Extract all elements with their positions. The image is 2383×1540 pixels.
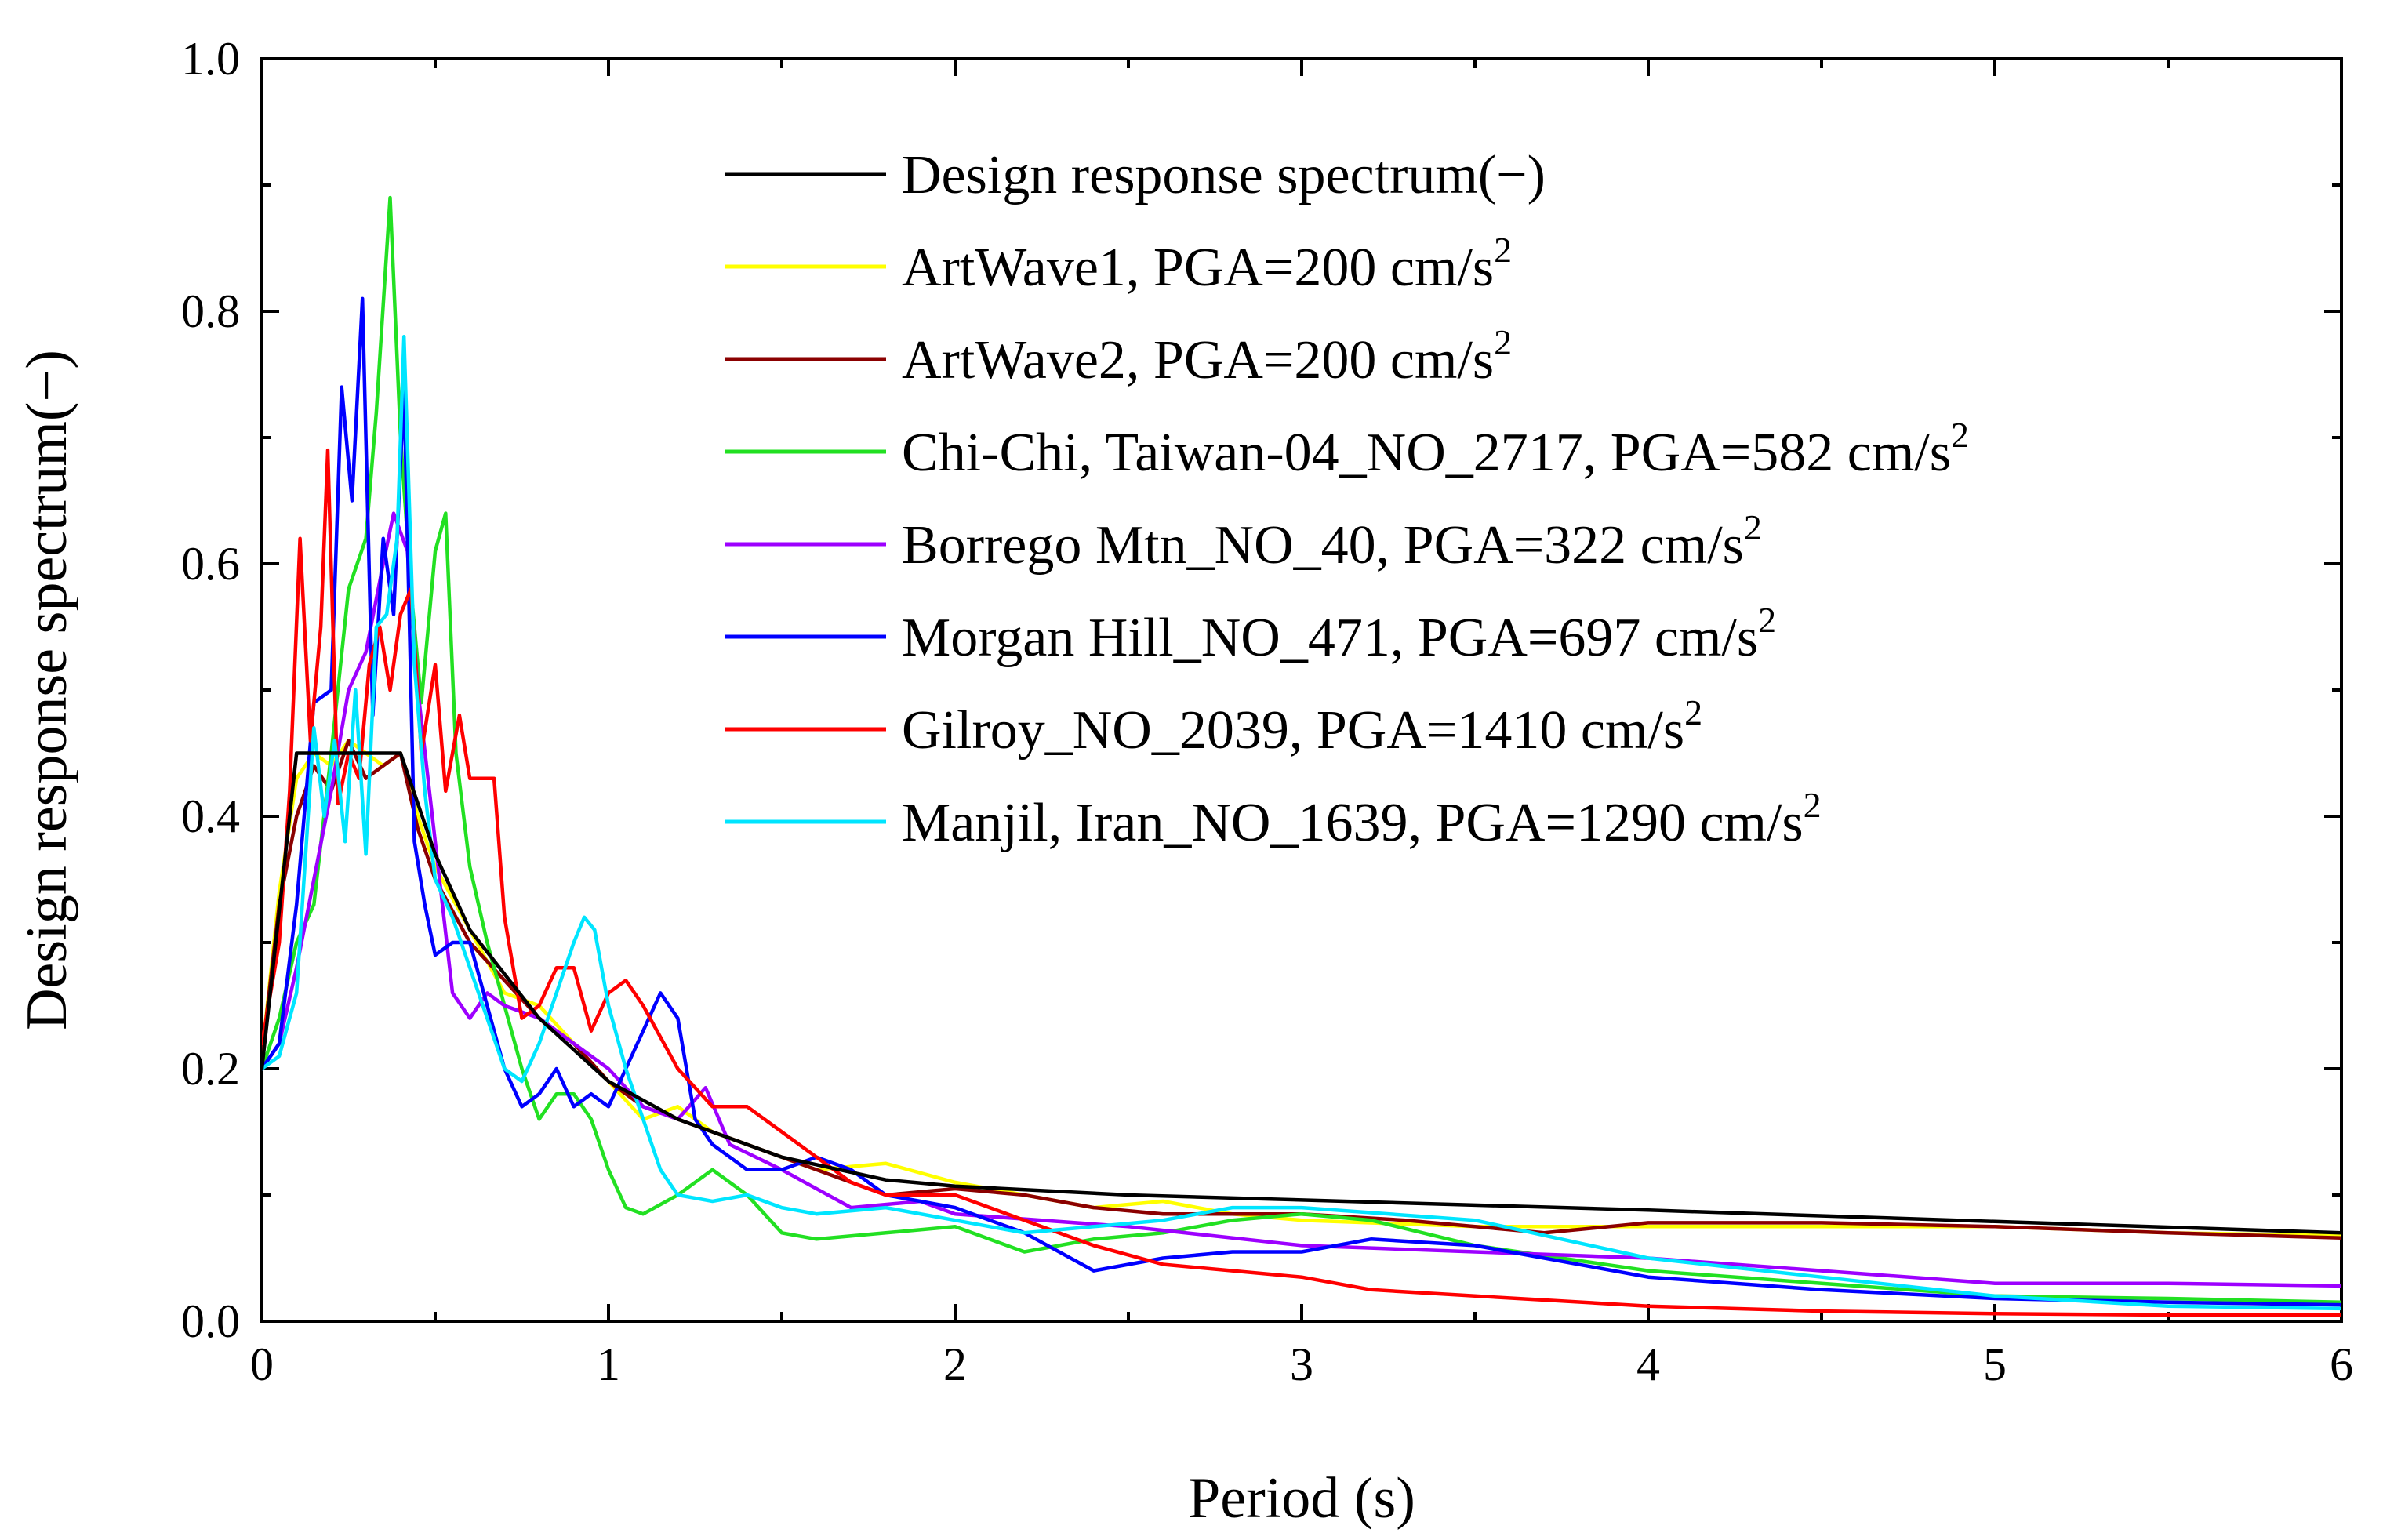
legend-label-text: Chi-Chi, Taiwan-04_NO_2717, PGA=582 cm/s [902, 423, 1951, 483]
y-tick-label: 0.0 [181, 1295, 240, 1347]
legend-label-text: Design response spectrum(−) [902, 145, 1546, 205]
legend-label-7: Gilroy_NO_2039, PGA=1410 cm/s2 [902, 692, 1702, 761]
legend-label-superscript: 2 [1758, 600, 1776, 640]
axis-tick-labels: 0 1 2 3 4 5 6 0.0 0.2 0.4 0.6 0.8 1.0 [181, 33, 2353, 1390]
legend-label-text: ArtWave2, PGA=200 cm/s [902, 330, 1494, 390]
legend-label-3: ArtWave2, PGA=200 cm/s2 [902, 322, 1512, 390]
legend-label-2: ArtWave1, PGA=200 cm/s2 [902, 230, 1512, 298]
legend-label-superscript: 2 [1684, 692, 1702, 732]
x-tick-label: 5 [1983, 1338, 2007, 1390]
x-tick-label: 0 [250, 1338, 274, 1390]
legend-label-superscript: 2 [1951, 415, 1969, 455]
legend-label-superscript: 2 [1804, 785, 1822, 825]
legend-label-superscript: 2 [1494, 230, 1512, 270]
legend-label-text: ArtWave1, PGA=200 cm/s [902, 238, 1494, 298]
series-line-7 [262, 448, 2341, 1317]
x-tick-label: 1 [597, 1338, 620, 1390]
legend-label-superscript: 2 [1494, 322, 1512, 362]
legend: Design response spectrum(−) ArtWave1, PGA… [725, 145, 1969, 853]
legend-label-1: Design response spectrum(−) [902, 145, 1546, 205]
legend-label-6: Morgan Hill_NO_471, PGA=697 cm/s2 [902, 600, 1776, 668]
x-tick-label: 2 [943, 1338, 967, 1390]
legend-label-4: Chi-Chi, Taiwan-04_NO_2717, PGA=582 cm/s… [902, 415, 1969, 483]
x-tick-label: 3 [1290, 1338, 1313, 1390]
series-line-5 [262, 511, 2341, 1288]
series-line-8 [262, 334, 2341, 1311]
series-line-1 [262, 751, 2341, 1235]
x-tick-label: 4 [1636, 1338, 1660, 1390]
legend-label-5: Borrego Mtn_NO_40, PGA=322 cm/s2 [902, 507, 1762, 576]
y-tick-label: 0.4 [181, 790, 240, 842]
y-tick-label: 0.2 [181, 1043, 240, 1095]
x-tick-label: 6 [2330, 1338, 2353, 1390]
legend-label-8: Manjil, Iran_NO_1639, PGA=1290 cm/s2 [902, 785, 1822, 853]
legend-label-text: Manjil, Iran_NO_1639, PGA=1290 cm/s [902, 793, 1804, 853]
y-axis-title: Design response spectrum(−) [15, 350, 79, 1030]
legend-label-text: Morgan Hill_NO_471, PGA=697 cm/s [902, 608, 1758, 668]
y-tick-label: 0.6 [181, 538, 240, 590]
axis-ticks [260, 57, 2343, 1323]
y-tick-label: 0.8 [181, 285, 240, 337]
series-lines [262, 195, 2341, 1317]
legend-label-superscript: 2 [1744, 507, 1762, 547]
y-tick-label: 1.0 [181, 33, 240, 85]
legend-label-text: Borrego Mtn_NO_40, PGA=322 cm/s [902, 515, 1744, 576]
x-axis-title: Period (s) [1188, 1466, 1415, 1531]
series-line-4 [262, 195, 2341, 1305]
legend-label-text: Gilroy_NO_2039, PGA=1410 cm/s [902, 700, 1684, 761]
